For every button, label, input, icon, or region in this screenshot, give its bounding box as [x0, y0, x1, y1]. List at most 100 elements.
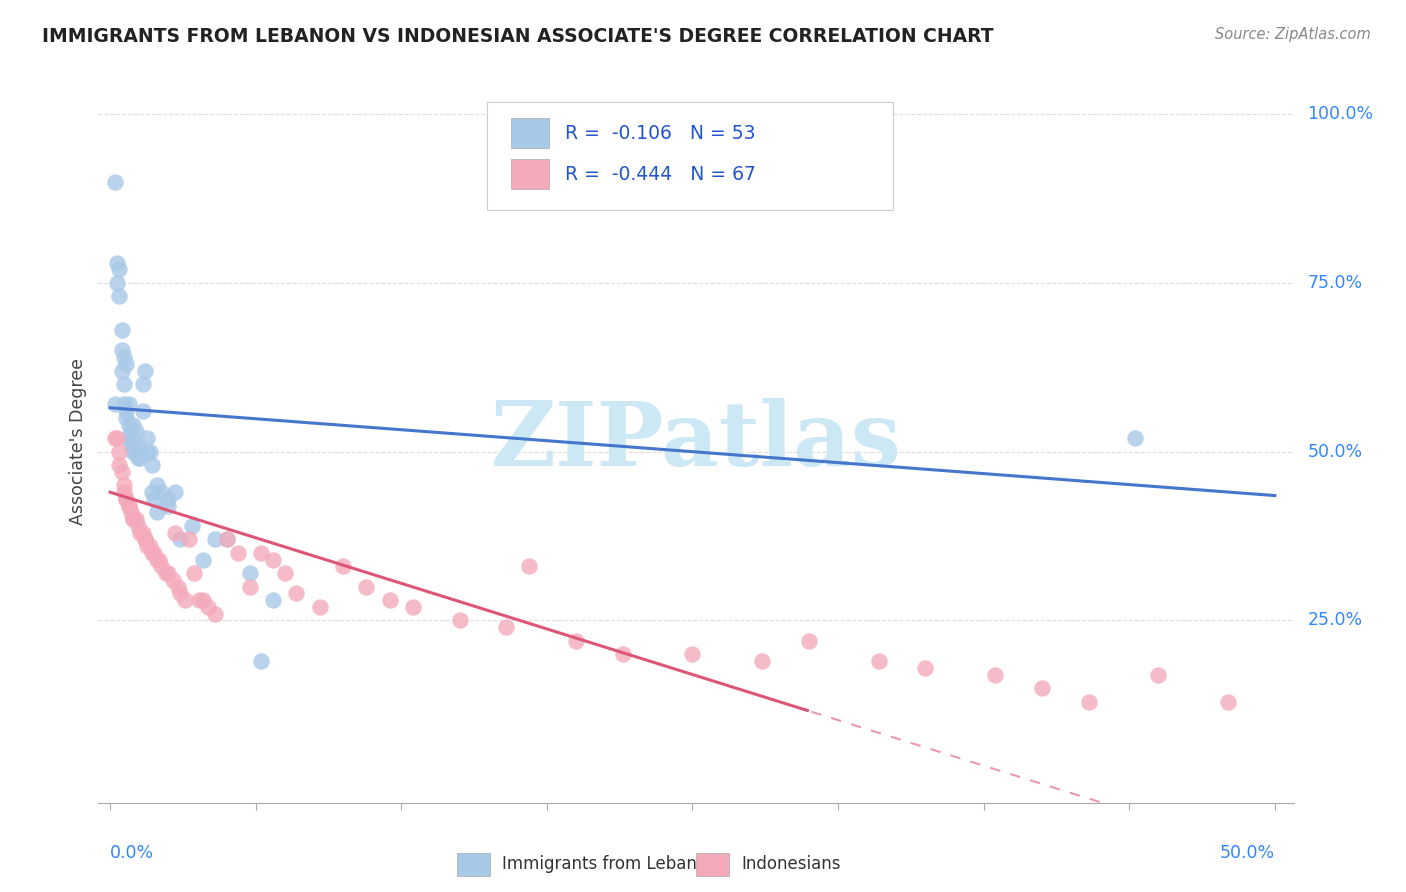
Point [118, 431, 141, 445]
Point [187, 593, 209, 607]
Point [131, 377, 153, 392]
Point [204, 607, 226, 621]
Point [112, 485, 135, 500]
Point [118, 499, 141, 513]
Point [143, 491, 166, 506]
Point [868, 654, 890, 668]
Text: Source: ZipAtlas.com: Source: ZipAtlas.com [1215, 27, 1371, 42]
Point [118, 417, 141, 432]
Point [183, 566, 205, 581]
Point [449, 614, 471, 628]
Point [125, 425, 148, 439]
Point [131, 525, 153, 540]
Point [122, 512, 145, 526]
Y-axis label: Associate's Degree: Associate's Degree [69, 358, 87, 525]
Point [402, 599, 425, 614]
Point [115, 357, 138, 371]
Text: R =  -0.444   N = 67: R = -0.444 N = 67 [565, 165, 755, 184]
Point [157, 491, 180, 506]
Point [134, 364, 156, 378]
Point [262, 552, 284, 566]
Point [127, 438, 149, 452]
Point [797, 633, 820, 648]
Point [127, 451, 149, 466]
Point [104, 175, 127, 189]
Point [105, 255, 128, 269]
Point [204, 533, 226, 547]
Point [118, 499, 141, 513]
Point [495, 620, 517, 634]
Point [356, 580, 378, 594]
Text: Immigrants from Lebanon: Immigrants from Lebanon [502, 855, 718, 873]
Point [169, 586, 191, 600]
Text: 0.0%: 0.0% [110, 845, 155, 863]
Point [138, 539, 160, 553]
Point [127, 519, 149, 533]
Point [565, 633, 588, 648]
Point [250, 546, 273, 560]
Point [914, 661, 936, 675]
Text: Indonesians: Indonesians [741, 855, 841, 873]
Point [120, 431, 142, 445]
Point [115, 491, 138, 506]
Text: 50.0%: 50.0% [1308, 442, 1362, 460]
Point [120, 425, 142, 439]
Point [1077, 694, 1099, 708]
Point [250, 654, 273, 668]
Point [111, 364, 134, 378]
Point [612, 647, 634, 661]
Point [215, 533, 238, 547]
Text: 50.0%: 50.0% [1220, 845, 1275, 863]
Point [122, 444, 145, 458]
Point [173, 593, 195, 607]
Point [157, 499, 180, 513]
Point [143, 546, 166, 560]
Point [308, 599, 330, 614]
Point [165, 525, 187, 540]
Point [145, 505, 167, 519]
Point [108, 444, 131, 458]
Point [115, 404, 138, 418]
Point [193, 552, 215, 566]
Point [134, 533, 156, 547]
Point [519, 559, 541, 574]
Bar [696, 853, 730, 876]
Point [129, 525, 152, 540]
Point [131, 404, 153, 418]
Point [984, 667, 1007, 681]
Point [112, 397, 135, 411]
Point [115, 491, 138, 506]
Point [751, 654, 773, 668]
Point [239, 580, 262, 594]
Point [285, 586, 308, 600]
Point [1031, 681, 1053, 695]
Bar [510, 159, 548, 189]
Point [118, 397, 141, 411]
Point [111, 465, 134, 479]
Point [122, 512, 145, 526]
Text: ZIPatlas: ZIPatlas [491, 398, 901, 485]
Point [104, 431, 127, 445]
Point [108, 458, 131, 472]
Point [112, 377, 135, 392]
Point [180, 519, 202, 533]
Point [682, 647, 704, 661]
Point [262, 593, 284, 607]
Point [122, 417, 145, 432]
Text: 25.0%: 25.0% [1308, 612, 1362, 630]
Point [129, 451, 152, 466]
Point [141, 546, 163, 560]
Point [1147, 667, 1170, 681]
Point [226, 546, 249, 560]
Point [112, 350, 135, 364]
Point [120, 438, 142, 452]
Point [165, 485, 187, 500]
Point [1123, 431, 1146, 445]
Point [155, 566, 177, 581]
Point [105, 431, 128, 445]
Point [111, 343, 134, 358]
Point [108, 262, 131, 277]
Point [108, 289, 131, 303]
Point [148, 552, 170, 566]
Point [115, 411, 138, 425]
